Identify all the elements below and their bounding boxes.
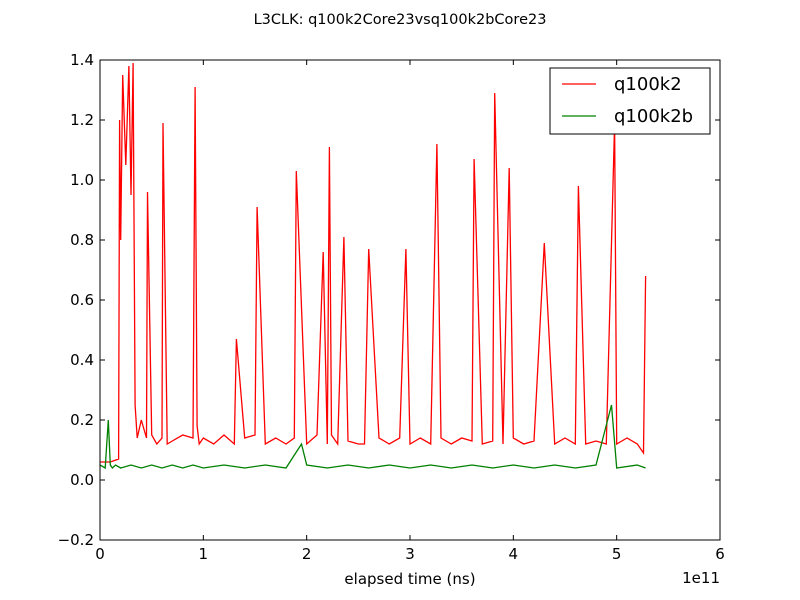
y-tick-label: 1.0 (70, 171, 94, 189)
x-tick-label: 0 (95, 545, 105, 563)
x-tick-label: 6 (715, 545, 725, 563)
y-tick-label: 0.2 (70, 411, 94, 429)
y-tick-label: 0.0 (70, 471, 94, 489)
y-tick-label: −0.2 (58, 531, 94, 549)
x-tick-label: 4 (509, 545, 519, 563)
series-line-q100k2 (100, 62, 647, 463)
x-tick-label: 3 (405, 545, 415, 563)
x-tick-label: 1 (199, 545, 209, 563)
x-tick-label: 2 (302, 545, 312, 563)
legend-label: q100k2 (614, 74, 682, 95)
y-tick-label: 1.2 (70, 111, 94, 129)
series-layer (100, 62, 647, 470)
x-tick-label: 5 (612, 545, 622, 563)
x-axis-label: elapsed time (ns) (344, 570, 475, 588)
y-tick-label: 0.6 (70, 291, 94, 309)
y-tick-label: 0.4 (70, 351, 94, 369)
legend-box (549, 67, 711, 135)
y-axis: −0.2 0.0 0.2 0.4 0.6 0.8 1.0 1.2 1.4 (58, 51, 720, 549)
legend-label: q100k2b (614, 106, 693, 127)
x-axis-offset-label: 1e11 (682, 569, 720, 587)
legend: q100k2 q100k2b (549, 67, 711, 135)
y-tick-label: 0.8 (70, 231, 94, 249)
x-axis: 0 1 2 3 4 5 6 (95, 60, 725, 563)
y-tick-label: 1.4 (70, 51, 94, 69)
chart-title: L3CLK: q100k2Core23vsq100k2bCore23 (254, 12, 547, 28)
series-line-q100k2b (100, 404, 646, 470)
